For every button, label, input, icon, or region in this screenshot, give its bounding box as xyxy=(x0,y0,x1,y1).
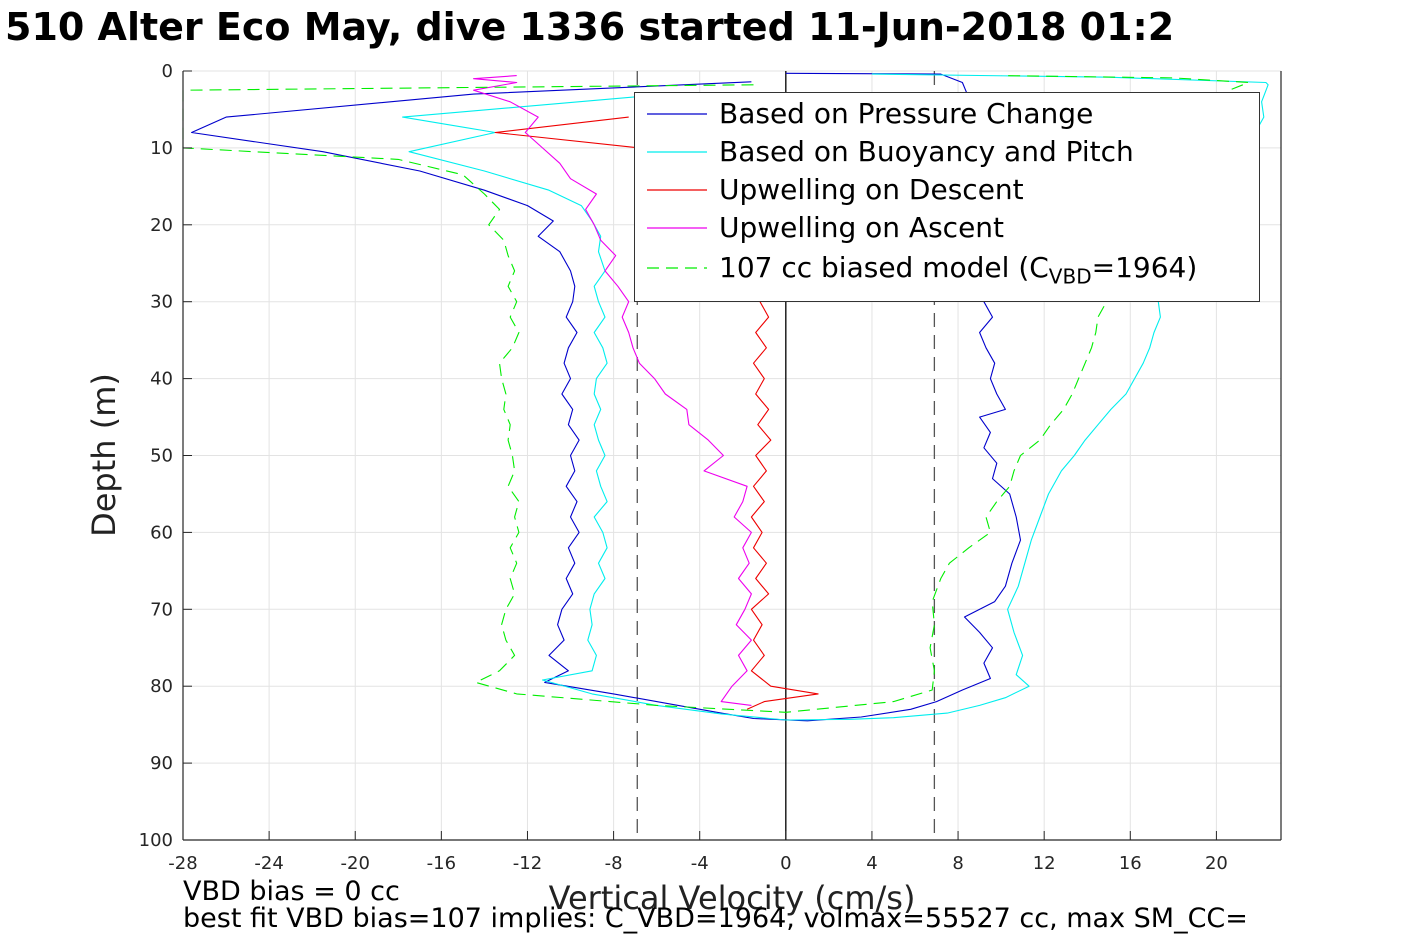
legend-swatch-pressure xyxy=(647,113,707,115)
y-tick-label: 90 xyxy=(150,753,173,774)
legend-label-model-post: =1964) xyxy=(1091,251,1198,284)
legend-label-model: 107 cc biased model (CVBD=1964) xyxy=(719,251,1198,289)
y-tick-label: 50 xyxy=(150,446,173,467)
chart-title: 510 Alter Eco May, dive 1336 started 11-… xyxy=(5,5,1175,49)
y-tick-label: 60 xyxy=(150,522,173,543)
y-tick-label: 80 xyxy=(150,676,173,697)
y-tick-label: 40 xyxy=(150,369,173,390)
best-fit-note: best fit VBD bias=107 implies: C_VBD=196… xyxy=(183,903,1248,934)
tick-labels-layer: -28 -24 -20 -16 -12 -8 -4 0 4 8 12 16 20 0 10 20 30 40 50 6… xyxy=(139,61,1228,874)
y-tick-label: 20 xyxy=(150,215,173,236)
legend-item-descent: Upwelling on Descent xyxy=(643,171,1253,209)
legend-item-buoyancy: Based on Buoyancy and Pitch xyxy=(643,133,1253,171)
axes-layer xyxy=(182,70,1282,841)
legend: Based on Pressure Change Based on Buoyan… xyxy=(634,92,1260,302)
y-tick-label: 30 xyxy=(150,292,173,313)
vbd-bias-note: VBD bias = 0 cc xyxy=(183,876,400,907)
legend-swatch-model xyxy=(647,267,707,269)
y-tick-label: 10 xyxy=(150,138,173,159)
x-tick-label: 20 xyxy=(1205,853,1228,874)
x-tick-label: -4 xyxy=(691,853,709,874)
legend-label-descent: Upwelling on Descent xyxy=(719,173,1024,206)
x-tick-label: -20 xyxy=(341,853,370,874)
y-axis-label: Depth (m) xyxy=(85,373,123,537)
legend-swatch-descent xyxy=(647,189,707,191)
y-tick-label: 0 xyxy=(162,61,173,82)
x-tick-label: 8 xyxy=(952,853,963,874)
x-tick-label: -16 xyxy=(427,853,456,874)
legend-label-ascent: Upwelling on Ascent xyxy=(719,211,1005,244)
x-tick-label: 16 xyxy=(1119,853,1142,874)
legend-swatch-ascent xyxy=(647,227,707,229)
x-axis-label: Vertical Velocity (cm/s) xyxy=(548,879,916,917)
legend-label-model-pre: 107 cc biased model (C xyxy=(719,251,1049,284)
y-tick-label: 70 xyxy=(150,599,173,620)
series-line-3 xyxy=(473,75,752,706)
x-tick-label: 12 xyxy=(1033,853,1056,874)
x-tick-label: -12 xyxy=(513,853,542,874)
y-tick-label: 100 xyxy=(139,830,173,851)
x-tick-label: -8 xyxy=(605,853,623,874)
legend-item-pressure: Based on Pressure Change xyxy=(643,95,1253,133)
x-tick-label: -24 xyxy=(254,853,283,874)
legend-item-model: 107 cc biased model (CVBD=1964) xyxy=(643,249,1253,289)
legend-label-pressure: Based on Pressure Change xyxy=(719,97,1094,130)
x-tick-label: 4 xyxy=(866,853,877,874)
legend-item-ascent: Upwelling on Ascent xyxy=(643,209,1253,247)
x-tick-label: -28 xyxy=(168,853,197,874)
legend-label-model-sub: VBD xyxy=(1048,264,1092,289)
legend-swatch-buoyancy xyxy=(647,151,707,153)
x-tick-label: 0 xyxy=(780,853,791,874)
legend-label-buoyancy: Based on Buoyancy and Pitch xyxy=(719,135,1134,168)
